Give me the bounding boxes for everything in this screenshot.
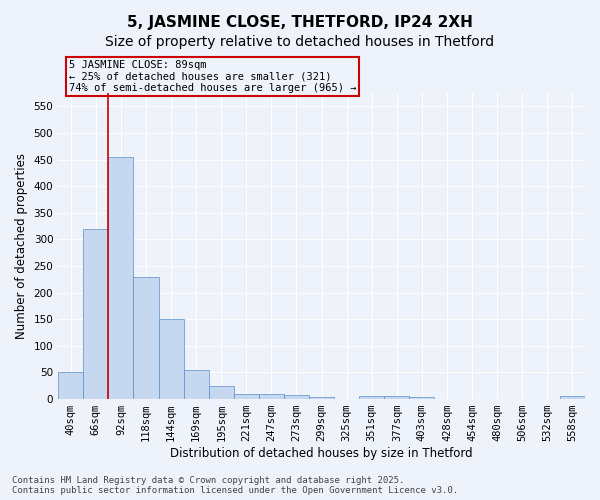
X-axis label: Distribution of detached houses by size in Thetford: Distribution of detached houses by size …	[170, 447, 473, 460]
Text: Contains HM Land Registry data © Crown copyright and database right 2025.
Contai: Contains HM Land Registry data © Crown c…	[12, 476, 458, 495]
Bar	[109, 157, 133, 399]
Bar	[560, 396, 585, 399]
Y-axis label: Number of detached properties: Number of detached properties	[15, 153, 28, 339]
Text: 5 JASMINE CLOSE: 89sqm
← 25% of detached houses are smaller (321)
74% of semi-de: 5 JASMINE CLOSE: 89sqm ← 25% of detached…	[69, 60, 356, 93]
Text: Size of property relative to detached houses in Thetford: Size of property relative to detached ho…	[106, 35, 494, 49]
Bar	[133, 276, 158, 399]
Bar	[58, 372, 83, 399]
Text: 5, JASMINE CLOSE, THETFORD, IP24 2XH: 5, JASMINE CLOSE, THETFORD, IP24 2XH	[127, 15, 473, 30]
Bar	[284, 395, 309, 399]
Bar	[359, 396, 385, 399]
Bar	[259, 394, 284, 399]
Bar	[209, 386, 234, 399]
Bar	[234, 394, 259, 399]
Bar	[184, 370, 209, 399]
Bar	[83, 229, 109, 399]
Bar	[158, 320, 184, 399]
Bar	[309, 398, 334, 399]
Bar	[385, 396, 409, 399]
Bar	[409, 398, 434, 399]
